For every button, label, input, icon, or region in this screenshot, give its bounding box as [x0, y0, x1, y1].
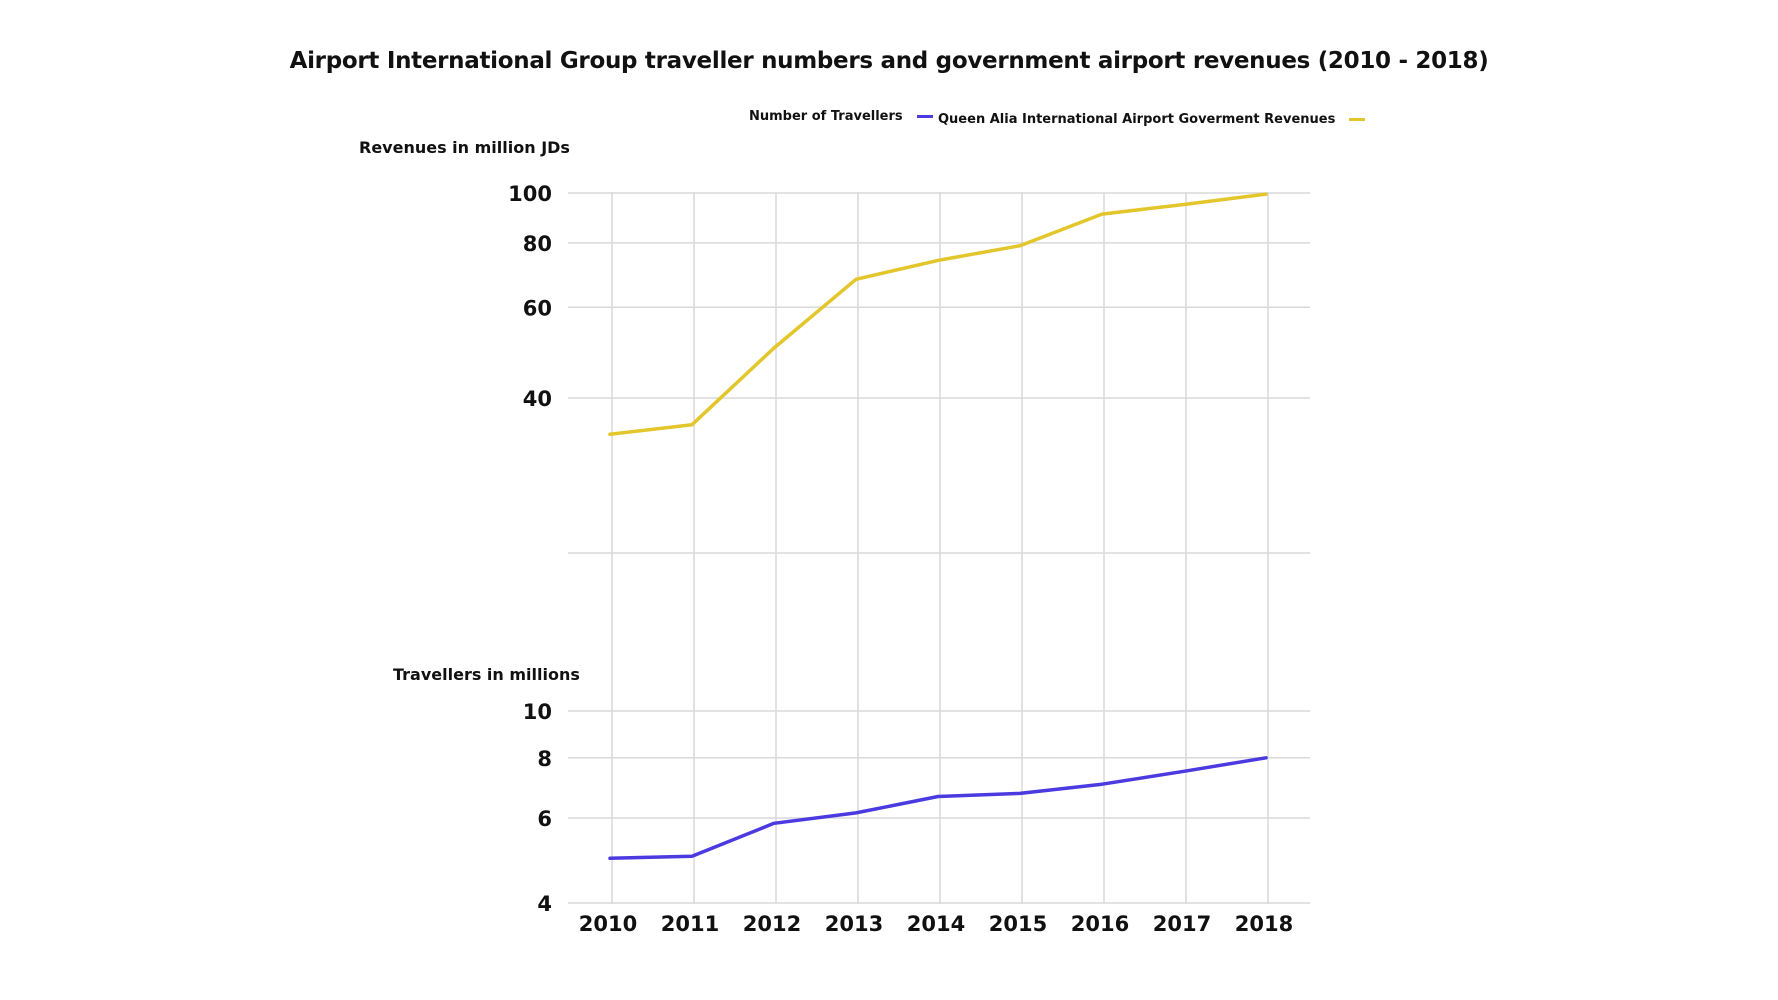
y-tick-label-revenues-80: 80 — [523, 232, 552, 256]
series-layer — [608, 192, 1268, 861]
legend-entry-revenues: Queen Alia International Airport Goverme… — [938, 112, 1366, 127]
legend-swatch-travellers — [916, 115, 933, 118]
y-tick-label-revenues-100: 100 — [508, 182, 552, 206]
y-tick-label-revenues-60: 60 — [523, 296, 552, 320]
x-tick-label-2012: 2012 — [743, 912, 801, 936]
legend-swatch-revenues — [1349, 118, 1366, 121]
x-tick-label-2010: 2010 — [579, 912, 637, 936]
series-line-travellers — [608, 756, 1268, 861]
y-tick-label-travellers-10: 10 — [523, 700, 552, 724]
x-tick-label-2014: 2014 — [907, 912, 965, 936]
legend-entry-travellers: Number of Travellers — [749, 109, 933, 124]
x-tick-label-2011: 2011 — [661, 912, 719, 936]
y-axis-label-revenues: Revenues in million JDs — [359, 138, 570, 157]
x-tick-label-2016: 2016 — [1071, 912, 1129, 936]
x-tick-label-2018: 2018 — [1235, 912, 1293, 936]
x-tick-label-2013: 2013 — [825, 912, 883, 936]
legend-label-revenues: Queen Alia International Airport Goverme… — [938, 112, 1336, 127]
x-tick-label-2015: 2015 — [989, 912, 1047, 936]
y-axis-label-travellers: Travellers in millions — [393, 665, 580, 684]
y-tick-label-travellers-8: 8 — [537, 747, 552, 771]
y-tick-label-revenues-40: 40 — [523, 387, 552, 411]
legend-label-travellers: Number of Travellers — [749, 109, 903, 124]
tick-layer: 2010 2011 2012 2013 2014 2015 2016 2017 2018 100 8… — [508, 182, 1293, 936]
chart-title: Airport International Group traveller nu… — [289, 48, 1489, 74]
y-tick-label-travellers-4: 4 — [537, 892, 552, 916]
x-tick-label-2017: 2017 — [1153, 912, 1211, 936]
y-tick-label-travellers-6: 6 — [537, 807, 552, 831]
